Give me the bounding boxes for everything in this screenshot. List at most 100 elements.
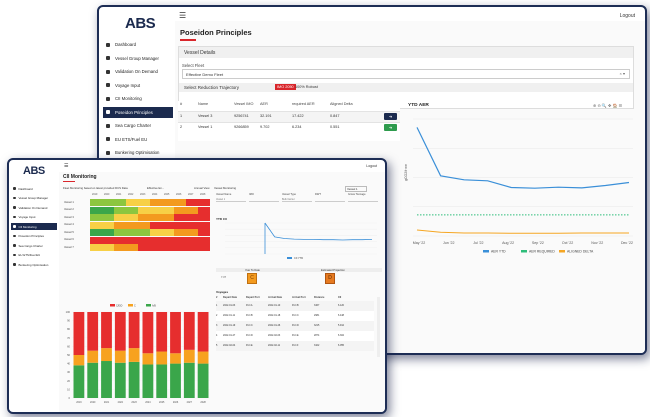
abs-logo-front[interactable]: ABS: [23, 165, 45, 177]
heatmap-cell[interactable]: [174, 206, 186, 214]
heatmap-cell[interactable]: [198, 236, 210, 244]
heatmap-cell[interactable]: [90, 236, 102, 244]
heatmap-cell[interactable]: [138, 244, 150, 251]
hamburger-icon-front[interactable]: ☰: [64, 163, 69, 169]
sidebar-item-3[interactable]: Voyage Input: [103, 80, 173, 91]
annual-view-toggle[interactable]: Annual View: [194, 186, 210, 190]
heatmap-cell[interactable]: [90, 229, 102, 236]
heatmap-cell[interactable]: [162, 236, 174, 244]
heatmap-cell[interactable]: [126, 244, 138, 251]
sidebar-item-1[interactable]: Vessel Group Manager: [103, 53, 173, 64]
front-sidebar-item-0[interactable]: Dashboard: [11, 185, 57, 192]
heatmap-cell[interactable]: [162, 221, 174, 229]
sidebar-item-7[interactable]: EU ETS/Fuel EU: [103, 134, 173, 145]
heatmap-cell[interactable]: [138, 206, 150, 214]
trajectory-badge[interactable]: IMO 2050: [275, 84, 296, 90]
heatmap-cell[interactable]: [186, 221, 198, 229]
heatmap-cell[interactable]: [138, 221, 150, 229]
heatmap-cell[interactable]: [174, 214, 186, 221]
view-vessel-button[interactable]: ➔: [384, 112, 397, 120]
heatmap-cell[interactable]: [186, 236, 198, 244]
front-sidebar-item-7[interactable]: EU ETS/Fuel EU: [11, 252, 57, 259]
heatmap-cell[interactable]: [126, 199, 138, 206]
heatmap-cell[interactable]: [102, 214, 114, 221]
heatmap-cell[interactable]: [150, 199, 162, 206]
front-sidebar-item-3[interactable]: Voyage Input: [11, 214, 57, 221]
voyage-row[interactable]: [216, 321, 374, 331]
front-sidebar-item-8[interactable]: Bunkering Optimisation: [11, 261, 57, 268]
sidebar-item-5[interactable]: Poseidon Principles: [103, 106, 173, 118]
hamburger-icon[interactable]: ☰: [179, 11, 187, 20]
heatmap-cell[interactable]: [90, 214, 102, 221]
heatmap-cell[interactable]: [150, 206, 162, 214]
heatmap-cell[interactable]: [114, 206, 126, 214]
heatmap-cell[interactable]: [198, 244, 210, 251]
heatmap-cell[interactable]: [162, 199, 174, 206]
voyages-scrollbar[interactable]: [377, 297, 380, 357]
heatmap-cell[interactable]: [114, 214, 126, 221]
heatmap-cell[interactable]: [174, 236, 186, 244]
sidebar-item-8[interactable]: Bunkering Optimisation: [103, 147, 173, 158]
heatmap-cell[interactable]: [162, 214, 174, 221]
heatmap-cell[interactable]: [198, 214, 210, 221]
trajectory-option[interactable]: 100% Robust: [295, 85, 318, 89]
front-sidebar-item-4[interactable]: CII Monitoring: [11, 223, 57, 230]
heatmap-cell[interactable]: [150, 221, 162, 229]
abs-logo[interactable]: ABS: [125, 15, 156, 32]
heatmap-cell[interactable]: [126, 236, 138, 244]
logout-link[interactable]: Logout: [619, 13, 635, 19]
heatmap-cell[interactable]: [150, 229, 162, 236]
heatmap-cell[interactable]: [138, 229, 150, 236]
heatmap-cell[interactable]: [138, 199, 150, 206]
heatmap-cell[interactable]: [174, 221, 186, 229]
chart-toolbar[interactable]: ⊕ ⊖ 🔍 ✥ 🏠 ☰: [593, 103, 623, 108]
heatmap-cell[interactable]: [126, 221, 138, 229]
heatmap-cell[interactable]: [162, 206, 174, 214]
heatmap-cell[interactable]: [150, 214, 162, 221]
select-fleet-dropdown[interactable]: Effective Demo Fleet × ▾: [182, 69, 630, 79]
sidebar-item-0[interactable]: Dashboard: [103, 39, 173, 50]
sidebar-item-6[interactable]: Sea Cargo Charter: [103, 120, 173, 131]
heatmap-cell[interactable]: [198, 199, 210, 206]
heatmap-cell[interactable]: [198, 206, 210, 214]
heatmap-cell[interactable]: [174, 244, 186, 251]
heatmap-cell[interactable]: [162, 244, 174, 251]
heatmap-cell[interactable]: [102, 236, 114, 244]
voyage-row[interactable]: [216, 311, 374, 321]
voyage-row[interactable]: [216, 301, 374, 311]
heatmap-cell[interactable]: [102, 199, 114, 206]
heatmap-cell[interactable]: [102, 206, 114, 214]
heatmap-cell[interactable]: [126, 206, 138, 214]
heatmap-cell[interactable]: [90, 221, 102, 229]
heatmap-cell[interactable]: [198, 221, 210, 229]
heatmap-cell[interactable]: [138, 236, 150, 244]
heatmap-cell[interactable]: [114, 236, 126, 244]
heatmap-cell[interactable]: [174, 229, 186, 236]
heatmap-cell[interactable]: [102, 229, 114, 236]
heatmap-cell[interactable]: [126, 229, 138, 236]
heatmap-cell[interactable]: [174, 199, 186, 206]
heatmap-cell[interactable]: [114, 221, 126, 229]
heatmap-cell[interactable]: [114, 244, 126, 251]
heatmap-cell[interactable]: [126, 214, 138, 221]
sidebar-item-2[interactable]: Validation On Demand: [103, 66, 173, 77]
heatmap-cell[interactable]: [138, 214, 150, 221]
voyage-row[interactable]: [216, 331, 374, 341]
aligned-vessel-button[interactable]: ➔: [384, 123, 397, 131]
sidebar-item-4[interactable]: CII Monitoring: [103, 93, 173, 104]
heatmap-cell[interactable]: [186, 214, 198, 221]
heatmap-cell[interactable]: [102, 221, 114, 229]
heatmap-cell[interactable]: [90, 199, 102, 206]
heatmap-cell[interactable]: [90, 206, 102, 214]
front-sidebar-item-1[interactable]: Vessel Group Manager: [11, 195, 57, 202]
logout-link-front[interactable]: Logout: [366, 164, 377, 168]
heatmap-cell[interactable]: [90, 244, 102, 251]
heatmap-cell[interactable]: [186, 206, 198, 214]
heatmap-cell[interactable]: [150, 244, 162, 251]
heatmap-cell[interactable]: [114, 199, 126, 206]
front-sidebar-item-5[interactable]: Poseidon Principles: [11, 233, 57, 240]
front-sidebar-item-2[interactable]: Validation On Demand: [11, 204, 57, 211]
heatmap-cell[interactable]: [114, 229, 126, 236]
heatmap-cell[interactable]: [150, 236, 162, 244]
heatmap-cell[interactable]: [186, 229, 198, 236]
